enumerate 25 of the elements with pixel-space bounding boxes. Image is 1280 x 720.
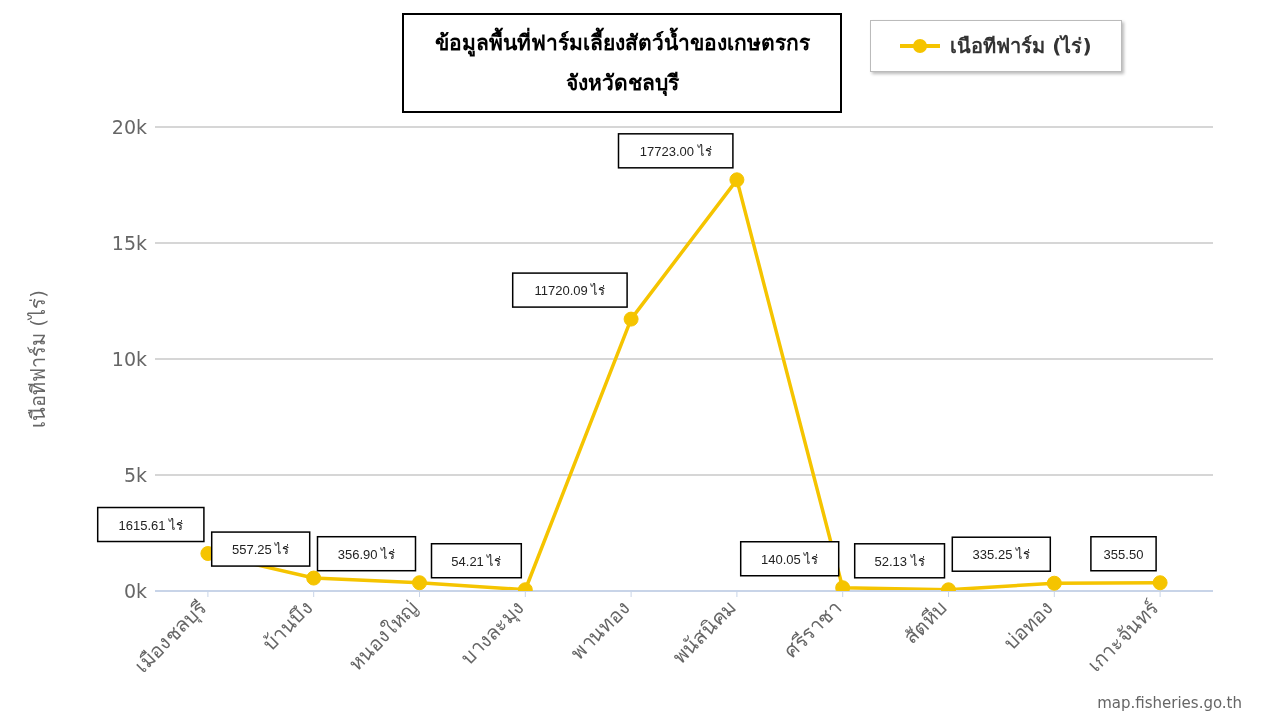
point xyxy=(306,570,322,586)
point xyxy=(1152,575,1168,591)
data-label: 52.13 ไร่ xyxy=(874,553,925,569)
data-label: 335.25 ไร่ xyxy=(972,547,1030,563)
point xyxy=(412,575,427,591)
text: map.fisheries.go.th xyxy=(1097,694,1242,712)
y-tick-label: 20k xyxy=(111,115,147,138)
data-label: 355.50 xyxy=(1103,546,1144,562)
point xyxy=(1046,575,1062,591)
data-label: 17723.00 ไร่ xyxy=(639,143,712,159)
data-label: 140.05 ไร่ xyxy=(761,551,819,567)
chart-title: ข้อมูลพื้นที่ฟาร์มเลี้ยงสัตว์น้ำของเกษตรกร จังหวัดชลบุรี xyxy=(402,13,842,113)
point xyxy=(729,172,745,188)
data-label: 356.90 ไร่ xyxy=(337,546,396,562)
y-tick-label: 15k xyxy=(111,231,147,254)
data-label: 557.25 ไร่ xyxy=(232,542,290,558)
y-tick-label: 0k xyxy=(123,579,147,602)
point xyxy=(623,311,639,327)
data-label: 1615.61 ไร่ xyxy=(118,517,184,533)
y-axis-title: เนือทีฟาร์ม (ไร่) xyxy=(26,290,51,428)
data-label: 54.21 ไร่ xyxy=(451,553,502,569)
y-tick-label: 10k xyxy=(111,347,147,370)
y-tick-label: 5k xyxy=(123,463,147,486)
data-label: 11720.09 ไร่ xyxy=(534,283,606,299)
legend-label: เนือทีฟาร์ม (ไร่) xyxy=(950,33,1092,60)
